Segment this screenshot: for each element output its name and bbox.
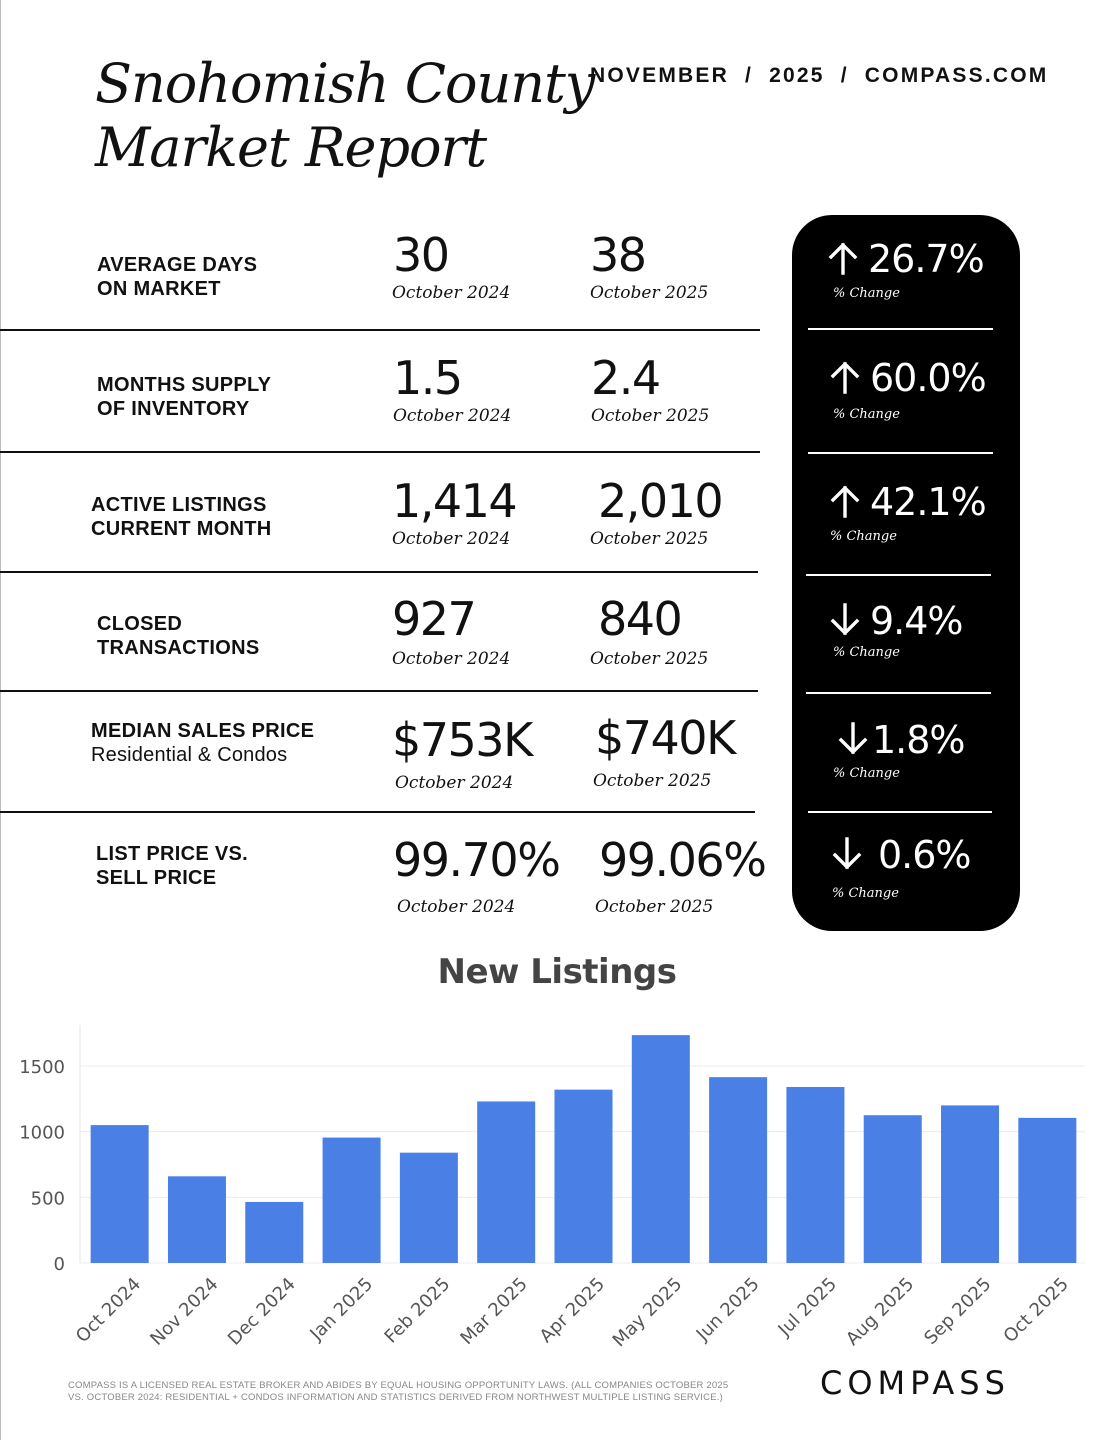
x-tick-label: Jun 2025: [692, 1274, 764, 1346]
bar: [786, 1087, 845, 1263]
x-tick-label: Aug 2025: [842, 1274, 918, 1350]
bar: [709, 1077, 768, 1263]
change-value: 26.7%: [826, 238, 985, 280]
y-tick-label: 0: [54, 1254, 65, 1275]
row-divider: [0, 811, 755, 813]
new-listings-chart: 0 500 1000 1500 Oct 2024 Nov 2024 Dec 2024 Jan …: [19, 1025, 1085, 1352]
page-title: Snohomish County Market Report: [95, 52, 595, 180]
change-label: % Change: [833, 286, 900, 301]
metric-value-prev: 99.70%: [393, 833, 561, 887]
arrow-up-icon: [830, 485, 860, 518]
y-tick-label: 1500: [19, 1057, 65, 1078]
compass-logo: COMPASS: [820, 1364, 1010, 1402]
arrow-up-icon: [830, 361, 860, 394]
change-value: 0.6%: [830, 834, 972, 876]
panel-divider: [808, 811, 992, 813]
bar: [399, 1152, 458, 1263]
panel-divider: [808, 328, 993, 330]
metric-value-prev: 30: [393, 228, 450, 282]
arrow-down-icon: [830, 603, 860, 636]
x-tick-label: Oct 2025: [1000, 1274, 1073, 1347]
metric-value-prev: 1.5: [393, 351, 463, 405]
metric-value-prev: $753K: [392, 713, 533, 767]
row-divider: [0, 329, 760, 331]
chart-title: New Listings: [437, 952, 677, 992]
metric-label-avg-days: AVERAGE DAYS ON MARKET: [97, 254, 258, 300]
change-label: % Change: [832, 886, 899, 901]
metric-value-curr: $740K: [595, 711, 736, 765]
metric-value-curr: 38: [590, 228, 647, 282]
page-border: [0, 0, 1, 1440]
metric-value-curr: 2,010: [598, 474, 724, 528]
x-tick-label: Mar 2025: [456, 1274, 531, 1349]
metric-value-prev: 927: [392, 592, 477, 646]
metric-period-curr: October 2025: [590, 283, 709, 303]
metric-label-active-listings: ACTIVE LISTINGS CURRENT MONTH: [91, 494, 272, 540]
panel-divider: [808, 452, 993, 454]
bar: [322, 1137, 381, 1263]
metric-label-months-supply: MONTHS SUPPLY OF INVENTORY: [97, 374, 272, 420]
y-tick-label: 500: [31, 1188, 65, 1209]
change-label: % Change: [830, 529, 897, 544]
metric-period-prev: October 2024: [392, 529, 511, 549]
arrow-down-icon: [832, 837, 862, 870]
change-label: % Change: [833, 407, 900, 422]
title-line-2: Market Report: [95, 116, 487, 179]
title-line-1: Snohomish County: [95, 52, 595, 115]
metric-period-curr: October 2025: [593, 771, 712, 791]
bar: [90, 1125, 149, 1263]
metric-value-curr: 2.4: [591, 351, 661, 405]
row-divider: [0, 571, 758, 573]
metric-period-curr: October 2025: [591, 406, 710, 426]
metric-period-curr: October 2025: [590, 649, 709, 669]
bar: [863, 1115, 922, 1263]
bar: [1018, 1117, 1077, 1263]
change-label: % Change: [833, 645, 900, 660]
x-tick-label: Feb 2025: [381, 1274, 455, 1348]
change-value: 60.0%: [828, 357, 987, 399]
y-tick-label: 1000: [19, 1123, 65, 1144]
x-tick-label: Oct 2024: [72, 1274, 145, 1347]
bar: [631, 1035, 690, 1263]
metric-value-curr: 99.06%: [599, 833, 767, 887]
panel-divider: [806, 692, 991, 694]
metric-period-prev: October 2024: [393, 406, 512, 426]
bar: [477, 1101, 536, 1263]
metric-value-curr: 840: [598, 592, 683, 646]
metric-label-closed-transactions: CLOSED TRANSACTIONS: [97, 613, 260, 659]
change-label: % Change: [833, 766, 900, 781]
footer-disclaimer: COMPASS IS A LICENSED REAL ESTATE BROKER…: [68, 1380, 729, 1403]
x-tick-label: Apr 2025: [536, 1274, 609, 1347]
change-value: 42.1%: [828, 481, 987, 523]
metric-period-curr: October 2025: [595, 897, 714, 917]
change-value: 9.4%: [828, 600, 964, 642]
metric-label-list-vs-sell: LIST PRICE VS. SELL PRICE: [96, 843, 249, 889]
x-tick-label: Dec 2024: [224, 1274, 300, 1350]
x-tick-label: May 2025: [609, 1274, 687, 1352]
panel-divider: [806, 574, 991, 576]
row-divider: [0, 451, 760, 453]
metric-value-prev: 1,414: [392, 474, 518, 528]
arrow-down-icon: [838, 722, 868, 755]
arrow-up-icon: [828, 242, 858, 275]
row-divider: [0, 690, 758, 692]
x-tick-label: Jul 2025: [774, 1274, 841, 1341]
bar: [167, 1176, 226, 1263]
bar: [245, 1201, 304, 1263]
metric-period-prev: October 2024: [395, 773, 514, 793]
metric-label-median-price: MEDIAN SALES PRICE Residential & Condos: [91, 720, 315, 766]
bar: [941, 1105, 1000, 1263]
bar: [554, 1089, 613, 1263]
x-tick-label: Sep 2025: [920, 1274, 995, 1349]
dateline: NOVEMBER / 2025 / COMPASS.COM: [590, 64, 1049, 87]
x-tick-label: Jan 2025: [305, 1274, 377, 1346]
change-panel: 26.7% % Change 60.0% % Change 42.1% % Ch…: [792, 215, 1020, 931]
metric-period-curr: October 2025: [590, 529, 709, 549]
metric-period-prev: October 2024: [397, 897, 516, 917]
x-tick-label: Nov 2024: [146, 1274, 222, 1350]
metric-period-prev: October 2024: [392, 283, 511, 303]
metric-period-prev: October 2024: [392, 649, 511, 669]
change-value: 1.8%: [836, 719, 966, 761]
